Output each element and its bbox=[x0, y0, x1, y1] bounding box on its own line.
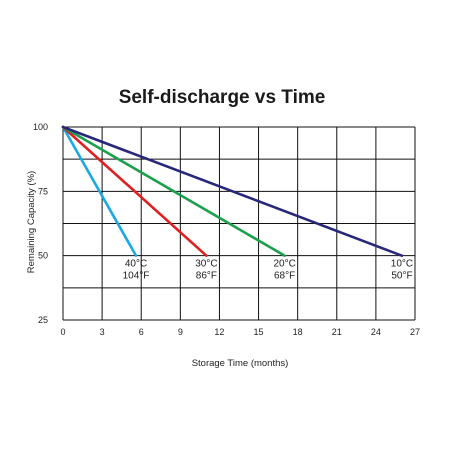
series-label-celsius: 10°C bbox=[391, 259, 413, 270]
y-tick-label: 100 bbox=[33, 122, 48, 132]
y-tick-label: 75 bbox=[38, 186, 48, 196]
x-axis-label: Storage Time (months) bbox=[192, 358, 289, 369]
x-tick-label: 18 bbox=[293, 327, 303, 337]
series-label-fahrenheit: 104°F bbox=[123, 271, 150, 282]
series-line-2 bbox=[61, 125, 208, 257]
series-label-celsius: 20°C bbox=[273, 259, 295, 270]
y-tick-label: 25 bbox=[38, 315, 48, 325]
y-tick-labels: 100 75 50 25 bbox=[33, 122, 48, 325]
x-tick-label: 0 bbox=[60, 327, 65, 337]
series-line-3 bbox=[61, 125, 286, 257]
series-line-1 bbox=[61, 125, 138, 257]
x-tick-label: 6 bbox=[139, 327, 144, 337]
x-tick-label: 21 bbox=[332, 327, 342, 337]
series-label-celsius: 30°C bbox=[195, 259, 217, 270]
series-label-fahrenheit: 86°F bbox=[196, 271, 217, 282]
y-tick-label: 50 bbox=[38, 251, 48, 261]
series-label-celsius: 40°C bbox=[125, 259, 147, 270]
series-line-4 bbox=[61, 125, 404, 257]
x-tick-labels: 0 3 6 9 12 15 18 21 24 27 bbox=[60, 327, 420, 337]
x-tick-label: 9 bbox=[178, 327, 183, 337]
grid bbox=[62, 126, 416, 321]
y-axis-label: Remaining Capacity (%) bbox=[26, 171, 37, 273]
chart-title: Self-discharge vs Time bbox=[119, 87, 326, 108]
x-tick-label: 3 bbox=[100, 327, 105, 337]
series-label-fahrenheit: 68°F bbox=[274, 271, 295, 282]
x-tick-label: 24 bbox=[371, 327, 381, 337]
x-tick-label: 27 bbox=[410, 327, 420, 337]
series-label-fahrenheit: 50°F bbox=[391, 271, 412, 282]
series-lines bbox=[61, 125, 404, 257]
x-tick-label: 15 bbox=[254, 327, 264, 337]
x-tick-label: 12 bbox=[214, 327, 224, 337]
